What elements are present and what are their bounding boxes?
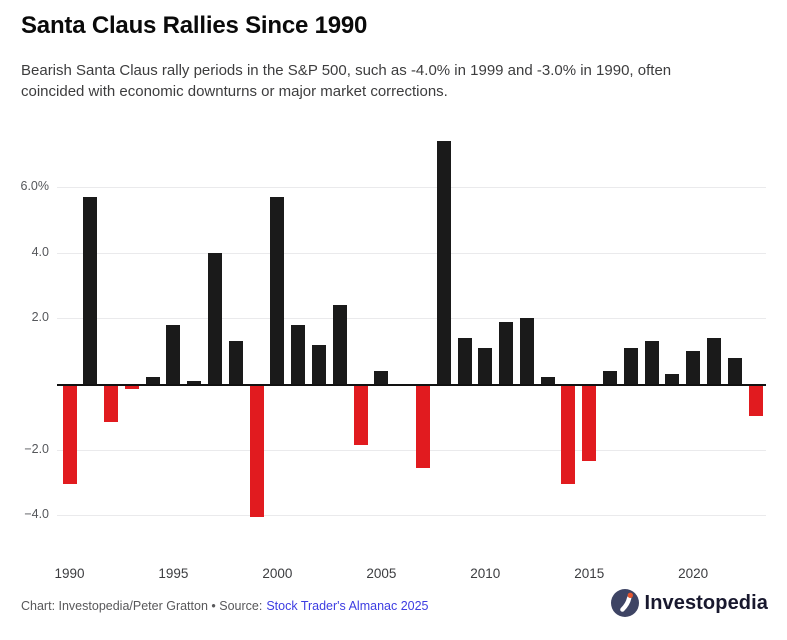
bar-2017 bbox=[623, 348, 638, 384]
credit-line: Chart: Investopedia/Peter Gratton • Sour… bbox=[21, 599, 429, 613]
bar-1990 bbox=[62, 386, 77, 484]
bar-2004 bbox=[353, 386, 368, 445]
gridline--4 bbox=[57, 515, 766, 517]
investopedia-logo-icon bbox=[610, 589, 639, 617]
x-axis-label-2020: 2020 bbox=[678, 566, 709, 581]
bar-2009 bbox=[457, 338, 472, 384]
chart-title: Santa Claus Rallies Since 1990 bbox=[21, 12, 368, 39]
credit-text: Chart: Investopedia/Peter Gratton • Sour… bbox=[21, 599, 263, 613]
bar-2000 bbox=[270, 197, 285, 384]
gridline-6 bbox=[57, 187, 766, 189]
y-axis-label--2: −2.0 bbox=[24, 441, 49, 456]
source-link[interactable]: Stock Trader's Almanac 2025 bbox=[266, 599, 429, 613]
x-axis-label-1995: 1995 bbox=[158, 566, 189, 581]
x-axis-label-2000: 2000 bbox=[262, 566, 293, 581]
gridline-4 bbox=[57, 252, 766, 254]
bar-1996 bbox=[187, 381, 202, 384]
bar-2019 bbox=[665, 374, 680, 384]
bar-2003 bbox=[332, 305, 347, 384]
bar-1994 bbox=[145, 377, 160, 384]
gridline-2 bbox=[57, 318, 766, 320]
bar-2023 bbox=[748, 386, 763, 416]
bar-1995 bbox=[166, 325, 181, 384]
bar-2014 bbox=[561, 386, 576, 484]
investopedia-logo[interactable]: Investopedia bbox=[610, 589, 768, 617]
y-axis-label-6: 6.0% bbox=[20, 179, 50, 194]
bar-2002 bbox=[311, 345, 326, 384]
x-axis-label-2015: 2015 bbox=[574, 566, 605, 581]
bar-2016 bbox=[603, 371, 618, 384]
bar-2011 bbox=[499, 322, 514, 384]
bar-2010 bbox=[478, 348, 493, 384]
y-axis-label-2: 2.0 bbox=[31, 310, 49, 325]
bar-2013 bbox=[540, 377, 555, 384]
y-axis-label--4: −4.0 bbox=[24, 507, 49, 522]
bar-1993 bbox=[124, 386, 139, 389]
x-axis-label-1990: 1990 bbox=[54, 566, 85, 581]
x-axis-label-2005: 2005 bbox=[366, 566, 397, 581]
bar-1991 bbox=[83, 197, 98, 384]
bar-1998 bbox=[228, 341, 243, 384]
bar-1997 bbox=[208, 253, 223, 384]
bar-2012 bbox=[519, 318, 534, 384]
investopedia-logo-text: Investopedia bbox=[644, 591, 768, 614]
bar-2018 bbox=[644, 341, 659, 384]
bar-2020 bbox=[686, 351, 701, 384]
bar-2005 bbox=[374, 371, 389, 384]
bar-2007 bbox=[415, 386, 430, 468]
bar-2008 bbox=[436, 141, 451, 384]
chart-subtitle: Bearish Santa Claus rally periods in the… bbox=[21, 62, 672, 100]
zero-axis-line bbox=[57, 384, 766, 386]
x-axis-label-2010: 2010 bbox=[470, 566, 501, 581]
bar-2001 bbox=[291, 325, 306, 384]
bar-2021 bbox=[706, 338, 721, 384]
y-axis-label-4: 4.0 bbox=[31, 244, 49, 259]
bar-2022 bbox=[727, 358, 742, 384]
bar-2015 bbox=[582, 386, 597, 461]
gridline--2 bbox=[57, 449, 766, 451]
bar-1999 bbox=[249, 386, 264, 517]
bar-1992 bbox=[104, 386, 119, 422]
